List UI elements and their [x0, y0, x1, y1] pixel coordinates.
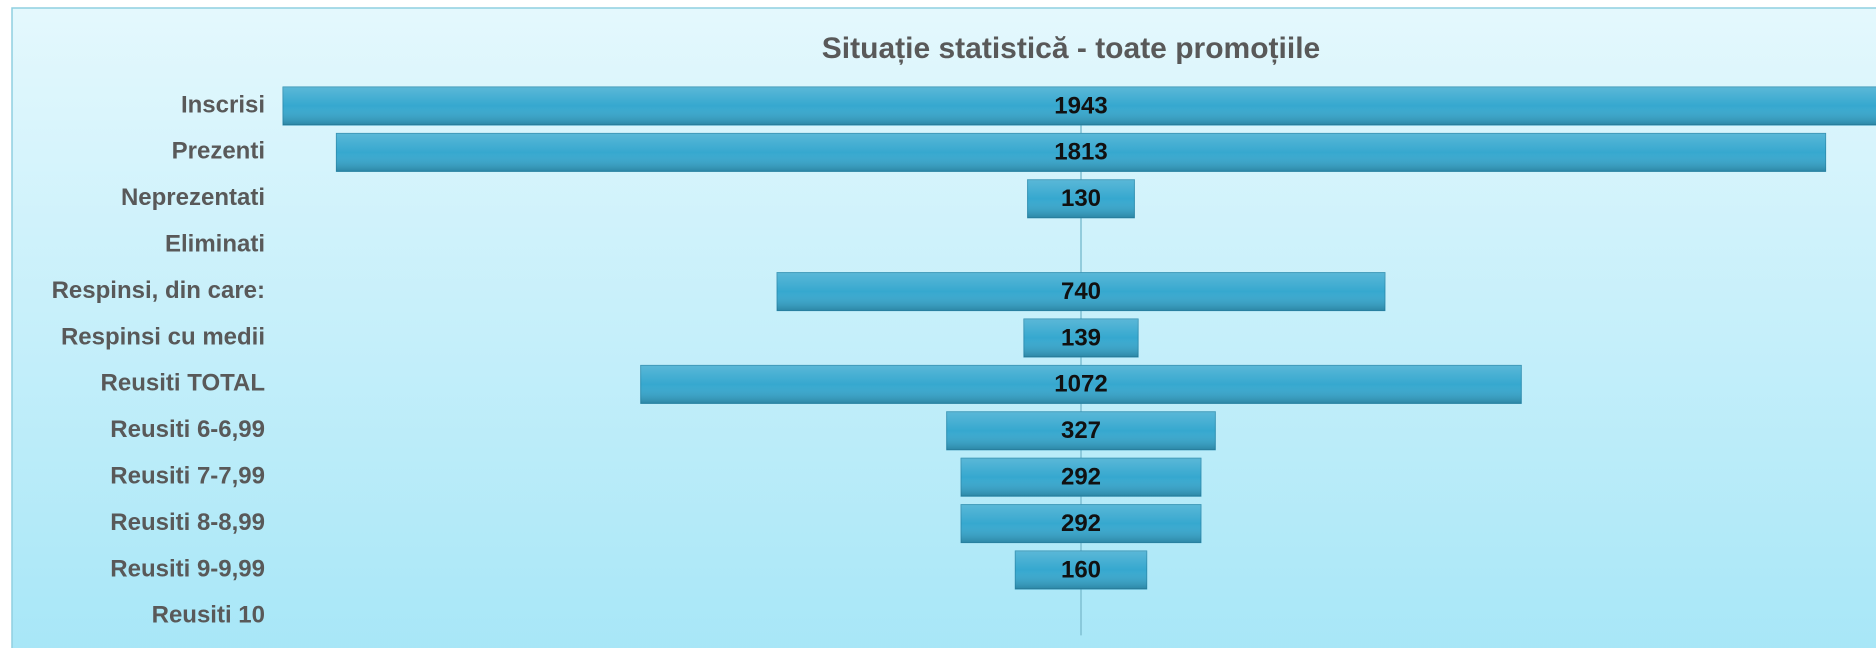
bar-shade — [283, 87, 1876, 125]
chart-title: Situație statistică - toate promoțiile — [822, 32, 1320, 65]
category-label: Neprezentati — [121, 184, 265, 211]
category-label: Reusiti 8-8,99 — [110, 509, 265, 536]
bar-shade — [1015, 551, 1147, 589]
category-label: Reusiti 6-6,99 — [110, 416, 265, 443]
bar-shade — [1023, 319, 1139, 357]
category-label: Reusiti 9-9,99 — [110, 555, 265, 582]
value-label: 160 — [1061, 556, 1101, 583]
category-label: Inscrisi — [181, 91, 265, 118]
value-label: 327 — [1061, 417, 1101, 444]
category-label: Reusiti 10 — [152, 602, 265, 629]
category-label: Prezenti — [172, 138, 265, 165]
category-label: Respinsi cu medii — [61, 323, 265, 350]
bar-shade — [336, 133, 1826, 172]
bar-shade — [961, 458, 1201, 497]
category-label: Respinsi, din care: — [52, 277, 265, 304]
category-label: Eliminati — [165, 231, 265, 258]
value-label: 292 — [1061, 510, 1101, 537]
value-label: 139 — [1061, 324, 1101, 351]
value-label: 130 — [1061, 185, 1101, 212]
value-label: 1943 — [1054, 92, 1107, 119]
bar-shade — [1027, 179, 1135, 218]
bar-shade — [777, 272, 1385, 311]
bar-shade — [946, 411, 1216, 450]
value-label: 1072 — [1054, 371, 1107, 398]
value-label: 292 — [1061, 464, 1101, 491]
bar-shade — [961, 504, 1201, 543]
value-label: 1813 — [1054, 139, 1107, 166]
bar-shade — [640, 365, 1522, 404]
category-label: Reusiti TOTAL — [101, 370, 265, 397]
category-label: Reusiti 7-7,99 — [110, 463, 265, 490]
value-label: 740 — [1061, 278, 1101, 305]
